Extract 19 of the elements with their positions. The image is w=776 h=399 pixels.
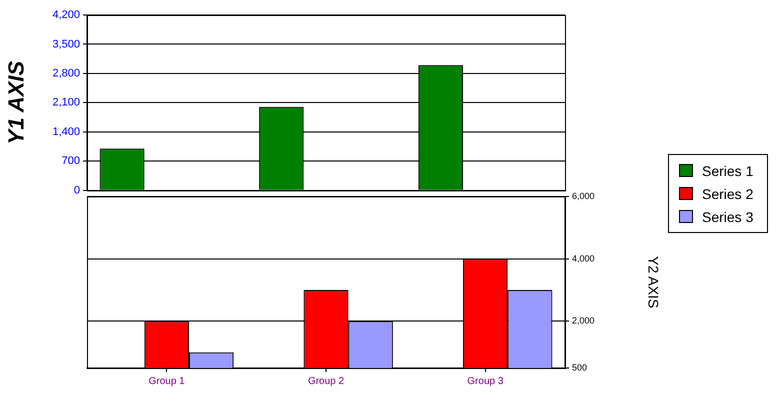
y-axis-title: Y1 AXIS — [3, 60, 28, 144]
y-tick-label: 700 — [62, 155, 80, 168]
legend-label: Series 3 — [702, 208, 754, 224]
y2-tick-label: 6,000 — [572, 190, 595, 201]
legend-label: Series 1 — [702, 162, 754, 178]
y2-tick-label: 4,000 — [572, 253, 595, 264]
x-tick-label: Group 3 — [467, 376, 504, 387]
y2-axis-title: Y2 AXIS — [646, 256, 662, 308]
y-tick-label: 3,500 — [52, 38, 80, 50]
y2-tick-label: 500 — [572, 362, 588, 372]
x-tick-label: Group 2 — [308, 376, 344, 387]
y2-tick-label: 2,000 — [572, 316, 595, 326]
y-tick-label: 0 — [74, 184, 80, 196]
y-tick-label: 4,200 — [52, 9, 80, 22]
legend-label: Series 2 — [702, 186, 754, 202]
y-tick-label: 1,400 — [52, 126, 80, 138]
y-tick-label: 2,100 — [52, 96, 80, 109]
y-tick-label: 2,800 — [52, 68, 80, 80]
x-tick-label: Group 1 — [148, 376, 186, 387]
